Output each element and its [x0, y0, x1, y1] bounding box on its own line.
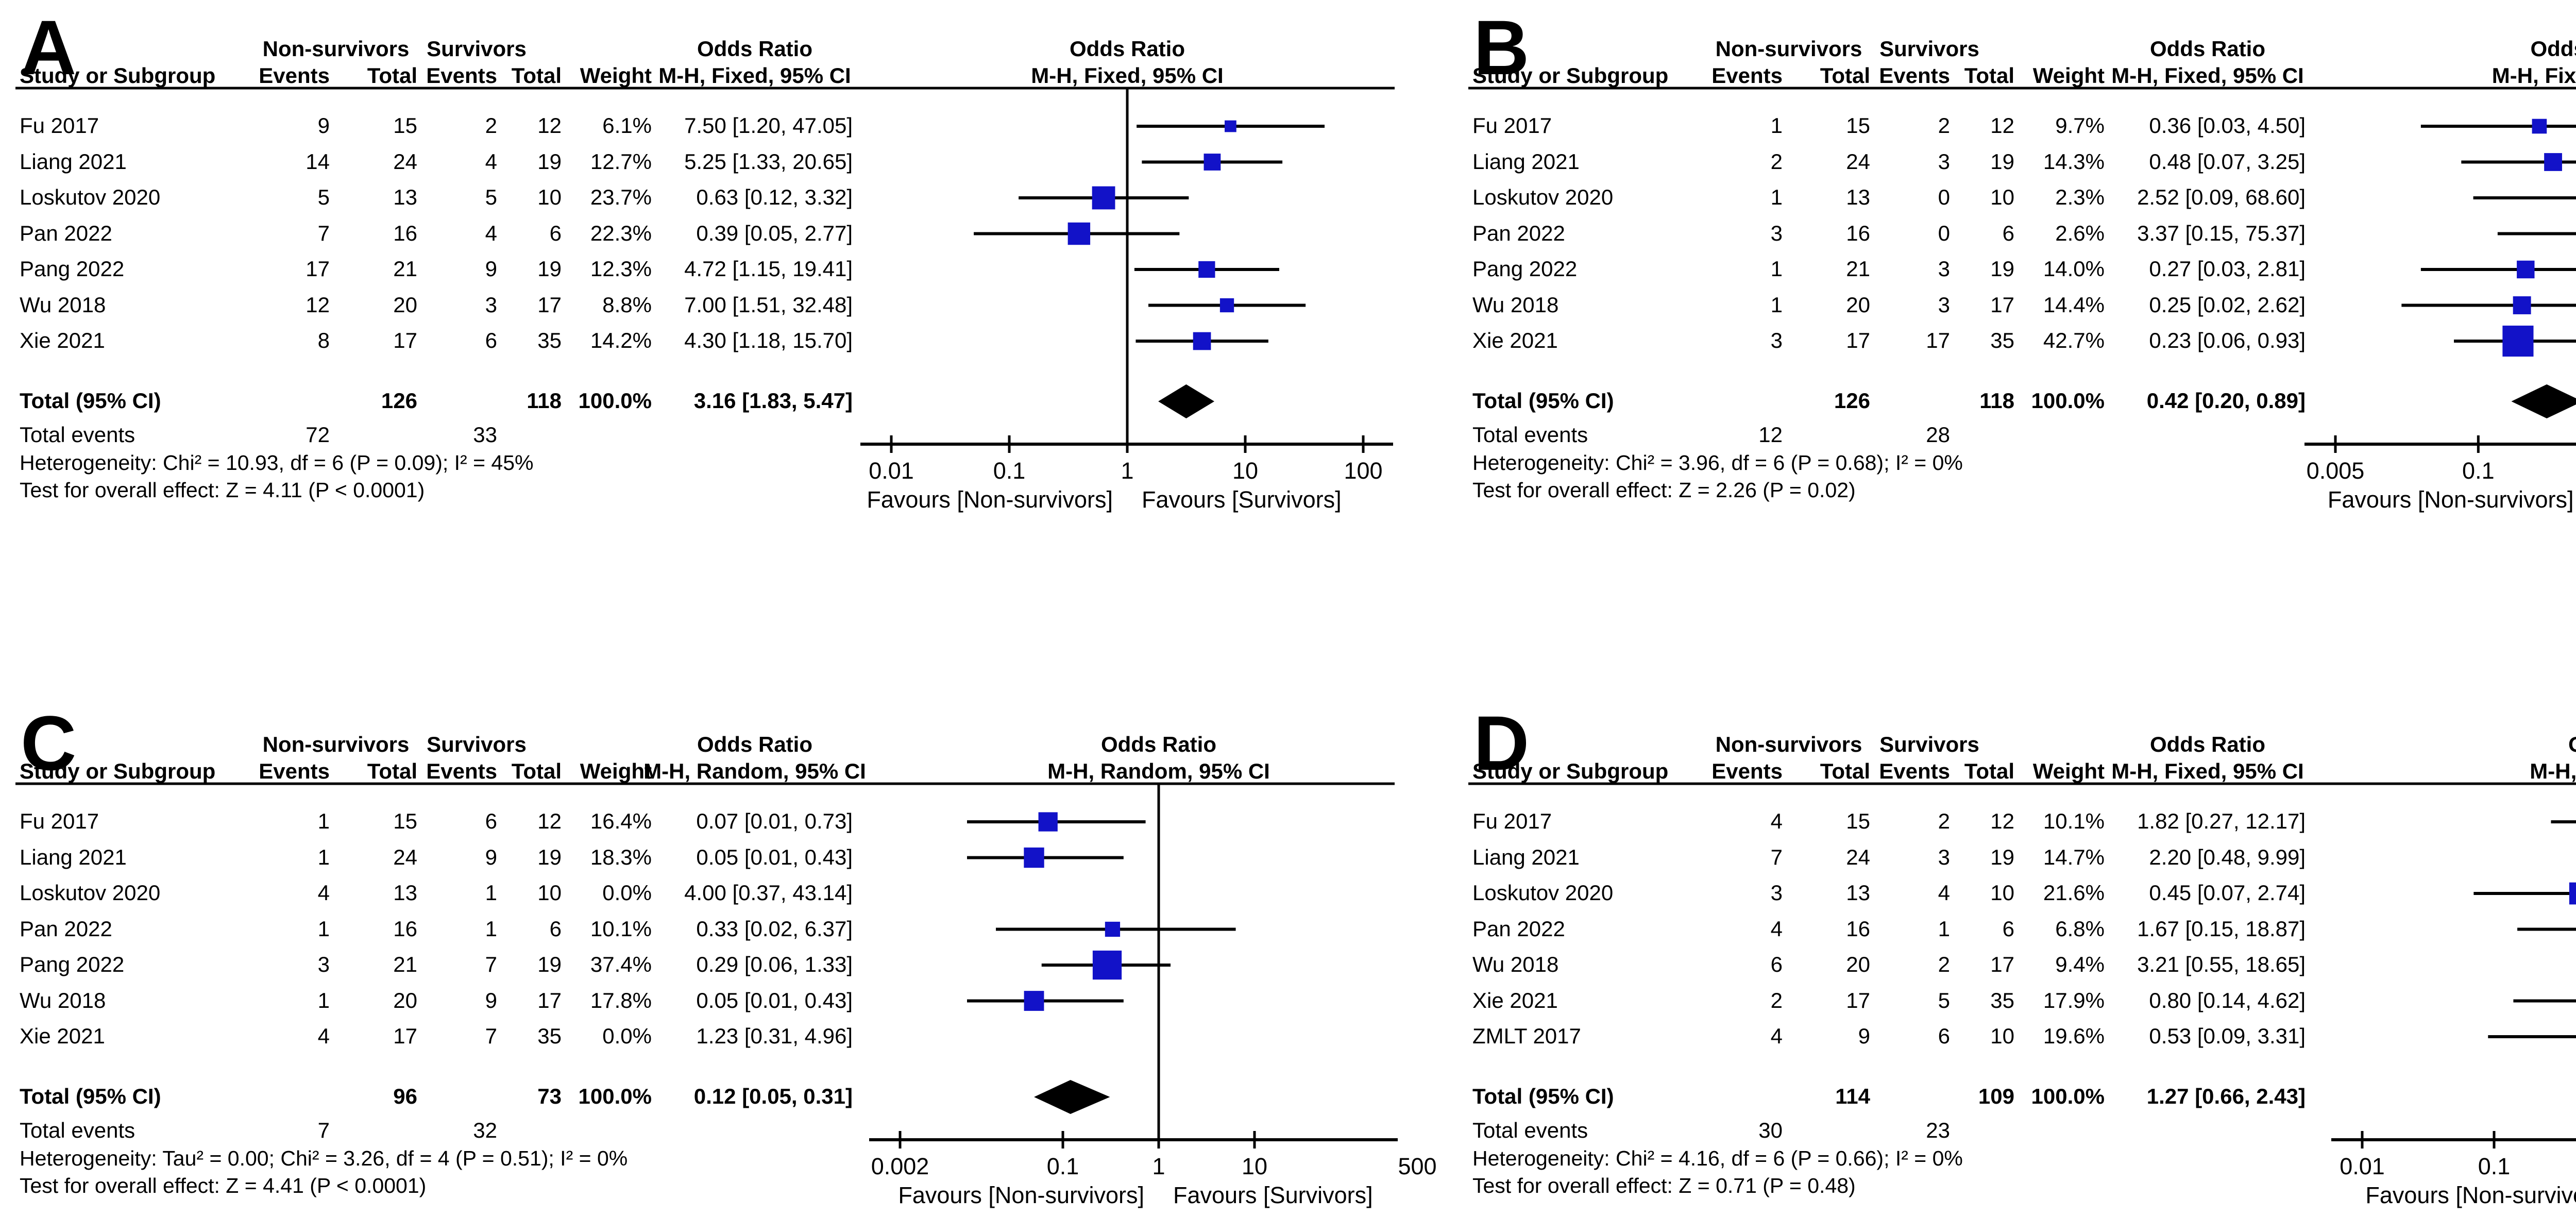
heterogeneity-note: Heterogeneity: Chi² = 10.93, df = 6 (P =… [20, 452, 534, 474]
heterogeneity-note: Heterogeneity: Tau² = 0.00; Chi² = 3.26,… [20, 1148, 628, 1169]
total-diamond [2512, 384, 2576, 418]
or-ci-value: 5.25 [1.33, 20.65] [389, 151, 853, 173]
or-ci-value: 0.33 [0.02, 6.37] [389, 918, 853, 940]
or-square-marker [1039, 812, 1058, 831]
plot-method-header: M-H, Fixed, 95% CI [2394, 761, 2576, 782]
plot-title: Odds Ratio [895, 38, 1359, 60]
or-ci-value: 2.20 [0.48, 9.99] [1842, 847, 2306, 868]
or-ci-value: 1.23 [0.31, 4.96] [389, 1025, 853, 1047]
total-or-ci: 0.12 [0.05, 0.31] [389, 1086, 853, 1107]
favours-right-label: Favours [Survivors] [1142, 488, 1342, 511]
total-or-ci: 3.16 [1.83, 5.47] [389, 390, 853, 412]
plot-title: Odds Ratio [2357, 38, 2576, 60]
or-ci-value: 0.80 [0.14, 4.62] [1842, 990, 2306, 1011]
favours-left-label: Favours [Non-survivors] [2110, 488, 2574, 511]
method-column-header: M-H, Fixed, 95% CI [1976, 761, 2439, 782]
or-ci-value: 0.07 [0.01, 0.73] [389, 810, 853, 832]
or-square-marker [1204, 154, 1221, 171]
or-ci-value: 0.63 [0.12, 3.32] [389, 187, 853, 208]
plot-title: Odds Ratio [927, 734, 1391, 755]
plot-method-header: M-H, Fixed, 95% CI [895, 65, 1359, 87]
or-column-title: Odds Ratio [1976, 734, 2439, 755]
or-ci-value: 0.48 [0.07, 3.25] [1842, 151, 2306, 173]
method-column-header: M-H, Random, 95% CI [523, 761, 987, 782]
total-events2: 23 [1486, 1120, 1950, 1141]
or-ci-value: 3.21 [0.55, 18.65] [1842, 954, 2306, 975]
or-square-marker [1024, 991, 1044, 1011]
total-diamond [1034, 1080, 1110, 1114]
or-ci-value: 1.67 [0.15, 18.87] [1842, 918, 2306, 940]
or-square-marker [2569, 883, 2576, 905]
total-diamond [1158, 384, 1214, 418]
overall-effect-note: Test for overall effect: Z = 4.11 (P < 0… [20, 480, 425, 501]
or-square-marker [1220, 298, 1234, 312]
or-ci-value: 0.27 [0.03, 2.81] [1842, 258, 2306, 280]
or-square-marker [1093, 951, 1122, 979]
axis-tick-label: 10 [2466, 459, 2576, 482]
total-or-ci: 0.42 [0.20, 0.89] [1842, 390, 2306, 412]
or-ci-value: 4.72 [1.15, 19.41] [389, 258, 853, 280]
or-square-marker [1105, 922, 1120, 937]
heterogeneity-note: Heterogeneity: Chi² = 3.96, df = 6 (P = … [1472, 452, 1963, 474]
or-ci-value: 0.53 [0.09, 3.31] [1842, 1025, 2306, 1047]
or-ci-value: 0.29 [0.06, 1.33] [389, 954, 853, 975]
or-square-marker [1092, 187, 1115, 210]
or-ci-value: 0.45 [0.07, 2.74] [1842, 882, 2306, 904]
or-ci-value: 3.37 [0.15, 75.37] [1842, 223, 2306, 244]
or-ci-value: 4.30 [1.18, 15.70] [389, 330, 853, 351]
overall-effect-note: Test for overall effect: Z = 0.71 (P = 0… [1472, 1175, 1856, 1196]
or-ci-value: 0.39 [0.05, 2.77] [389, 223, 853, 244]
or-square-marker [1193, 332, 1211, 350]
axis-tick-label: 10 [2526, 1155, 2576, 1178]
or-square-marker [2513, 296, 2531, 314]
or-square-marker [2517, 261, 2534, 278]
or-ci-value: 2.52 [0.09, 68.60] [1842, 187, 2306, 208]
favours-right-label: Favours [Survivors] [1173, 1184, 1373, 1207]
or-square-marker [1024, 848, 1044, 868]
favours-left-label: Favours [Non-survivors] [649, 488, 1113, 511]
favours-left-label: Favours [Non-survivors] [681, 1184, 1144, 1207]
or-ci-value: 1.82 [0.27, 12.17] [1842, 810, 2306, 832]
or-ci-value: 0.36 [0.03, 4.50] [1842, 115, 2306, 137]
or-ci-value: 0.05 [0.01, 0.43] [389, 990, 853, 1011]
overall-effect-note: Test for overall effect: Z = 2.26 (P = 0… [1472, 480, 1856, 501]
or-square-marker [2502, 326, 2533, 357]
total-events2: 28 [1486, 424, 1950, 446]
total-or-ci: 1.27 [0.66, 2.43] [1842, 1086, 2306, 1107]
plot-method-header: M-H, Fixed, 95% CI [2357, 65, 2576, 87]
overall-effect-note: Test for overall effect: Z = 4.41 (P < 0… [20, 1175, 426, 1196]
heterogeneity-note: Heterogeneity: Chi² = 4.16, df = 6 (P = … [1472, 1148, 1963, 1169]
or-ci-value: 7.00 [1.51, 32.48] [389, 294, 853, 316]
or-square-marker [1198, 261, 1215, 278]
or-ci-value: 7.50 [1.20, 47.05] [389, 115, 853, 137]
favours-left-label: Favours [Non-survivors] [2148, 1184, 2576, 1207]
or-ci-value: 0.25 [0.02, 2.62] [1842, 294, 2306, 316]
or-square-marker [2544, 153, 2562, 171]
plot-title: Odds Ratio [2394, 734, 2576, 755]
or-square-marker [1225, 121, 1236, 132]
or-column-title: Odds Ratio [523, 734, 987, 755]
or-square-marker [1068, 223, 1090, 245]
total-events2: 32 [33, 1120, 497, 1141]
or-ci-value: 0.23 [0.06, 0.93] [1842, 330, 2306, 351]
or-square-marker [2532, 119, 2547, 134]
or-ci-value: 4.00 [0.37, 43.14] [389, 882, 853, 904]
or-ci-value: 0.05 [0.01, 0.43] [389, 847, 853, 868]
total-events2: 33 [33, 424, 497, 446]
